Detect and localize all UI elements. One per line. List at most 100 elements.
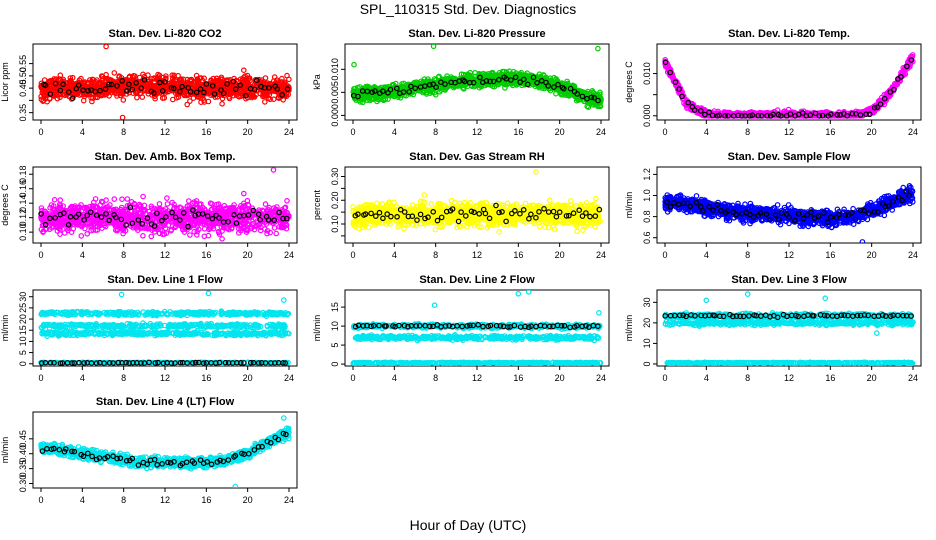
data-point (108, 81, 115, 88)
data-point (78, 75, 84, 82)
y-tick-label: 0.55 (18, 55, 28, 73)
data-point (42, 90, 49, 97)
data-point (799, 110, 806, 116)
x-tick-label: 4 (80, 250, 85, 260)
data-point (513, 82, 520, 88)
data-point (436, 73, 442, 80)
data-point (120, 97, 127, 103)
data-point (412, 85, 419, 92)
data-point (219, 101, 225, 107)
data-point (460, 85, 466, 91)
data-point (588, 94, 595, 101)
data-point (260, 91, 266, 98)
data-point (887, 89, 894, 95)
data-point (100, 76, 106, 82)
data-point (722, 113, 728, 119)
x-tick-label: 4 (392, 127, 397, 137)
data-point (219, 236, 225, 242)
data-point (579, 93, 586, 100)
x-tick-label: 20 (243, 250, 253, 260)
data-point (898, 74, 904, 80)
data-point (261, 99, 268, 105)
data-point (252, 86, 258, 93)
data-point (524, 81, 531, 88)
data-point (827, 111, 834, 118)
x-tick-label: 12 (160, 250, 170, 260)
chart-title: Stan. Dev. Li-820 CO2 (109, 28, 222, 40)
x-tick-label: 8 (121, 127, 126, 137)
data-point (174, 89, 180, 95)
data-point (179, 83, 185, 90)
data-point (162, 225, 169, 232)
data-point (364, 83, 371, 90)
data-point (442, 81, 448, 87)
data-point (257, 227, 264, 234)
data-point (126, 81, 132, 88)
data-point (279, 92, 285, 98)
data-point (807, 112, 814, 118)
x-tick-label: 0 (38, 127, 43, 137)
y-tick-label: 0.000 (330, 104, 340, 127)
data-point (106, 93, 112, 99)
data-point (47, 91, 54, 97)
x-tick-label: 24 (284, 250, 294, 260)
data-point (359, 85, 366, 92)
data-point (558, 91, 565, 98)
data-point (50, 85, 57, 91)
data-point (483, 81, 490, 88)
data-point (574, 91, 581, 97)
data-point (183, 91, 190, 97)
data-point (129, 74, 136, 81)
data-point (679, 93, 685, 100)
data-point (372, 94, 379, 101)
data-point (98, 73, 105, 79)
data-point (218, 80, 224, 86)
data-point (901, 67, 908, 74)
data-point (266, 85, 272, 91)
x-tick-label: 4 (80, 127, 85, 137)
data-point (253, 77, 260, 84)
data-point (400, 89, 407, 95)
data-point (430, 81, 437, 88)
data-point (224, 81, 230, 87)
data-point (515, 73, 521, 80)
x-tick-label: 0 (662, 127, 667, 137)
data-point (164, 201, 171, 207)
x-tick-label: 8 (121, 250, 126, 260)
data-point (285, 91, 292, 98)
data-point (241, 67, 247, 74)
data-point (262, 75, 269, 81)
chart-title: Stan. Dev. Li-820 Pressure (408, 28, 545, 40)
data-point (58, 78, 65, 85)
data-point (187, 98, 193, 104)
data-point (218, 87, 224, 93)
data-point (141, 202, 148, 209)
x-tick-label: 4 (704, 127, 709, 137)
data-point (496, 76, 502, 83)
data-point (874, 104, 881, 111)
data-point (881, 95, 888, 102)
data-point (430, 44, 437, 50)
data-point (122, 206, 129, 213)
y-tick-label: 0.000 (642, 105, 652, 128)
data-point (215, 228, 222, 235)
data-point (546, 86, 552, 92)
data-point (691, 107, 698, 113)
data-point (436, 84, 443, 91)
data-point (164, 195, 170, 201)
data-point (111, 196, 118, 202)
data-point (211, 91, 218, 97)
data-point (676, 86, 682, 92)
data-point (510, 68, 517, 75)
data-point (488, 70, 495, 77)
data-point (193, 72, 200, 79)
data-point (470, 79, 477, 86)
data-point (157, 79, 163, 86)
data-point (150, 90, 157, 96)
x-tick-label: 12 (160, 127, 170, 137)
data-point (133, 80, 139, 86)
data-point (517, 79, 523, 85)
data-point (263, 92, 270, 99)
data-point (274, 86, 281, 92)
data-point (422, 83, 428, 89)
